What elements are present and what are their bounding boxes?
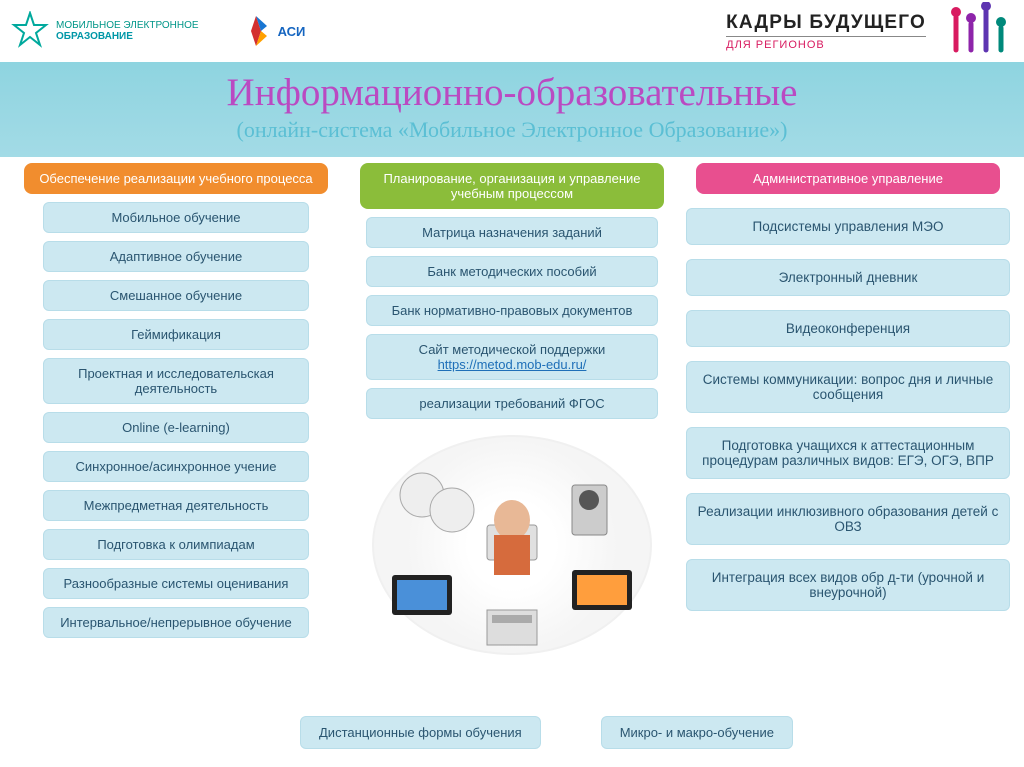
column-3: Административное управление Подсистемы у… bbox=[686, 163, 1010, 663]
main-title: Информационно-образовательные bbox=[20, 70, 1004, 115]
logo-text: МОБИЛЬНОЕ ЭЛЕКТРОННОЕ ОБРАЗОВАНИЕ bbox=[56, 20, 199, 42]
asi-label: АСИ bbox=[278, 24, 306, 39]
header-bar: МОБИЛЬНОЕ ЭЛЕКТРОННОЕ ОБРАЗОВАНИЕ АСИ КА… bbox=[0, 0, 1024, 62]
col3-item: Подготовка учащихся к аттестационным про… bbox=[686, 427, 1010, 479]
col3-item: Электронный дневник bbox=[686, 259, 1010, 296]
col3-item: Системы коммуникации: вопрос дня и личны… bbox=[686, 361, 1010, 413]
col1-item: Синхронное/асинхронное учение bbox=[43, 451, 309, 482]
bottom-item-1: Дистанционные формы обучения bbox=[300, 716, 541, 749]
col3-item: Видеоконференция bbox=[686, 310, 1010, 347]
logo-asi: АСИ bbox=[239, 14, 306, 48]
col2-item: Матрица назначения заданий bbox=[366, 217, 658, 248]
kadry-block: КАДРЫ БУДУЩЕГО ДЛЯ РЕГИОНОВ bbox=[726, 12, 926, 51]
people-icon bbox=[946, 2, 1016, 57]
col1-item: Подготовка к олимпиадам bbox=[43, 529, 309, 560]
asi-icon bbox=[239, 14, 273, 48]
col3-item: Подсистемы управления МЭО bbox=[686, 208, 1010, 245]
logo-meo: МОБИЛЬНОЕ ЭЛЕКТРОННОЕ ОБРАЗОВАНИЕ bbox=[10, 11, 199, 51]
column-2: Планирование, организация и управление у… bbox=[350, 163, 674, 663]
kadry-main: КАДРЫ БУДУЩЕГО bbox=[726, 12, 926, 34]
logo-line2: ОБРАЗОВАНИЕ bbox=[56, 31, 199, 42]
col2-item: Банк нормативно-правовых документов bbox=[366, 295, 658, 326]
col3-item: Реализации инклюзивного образования дете… bbox=[686, 493, 1010, 545]
star-icon bbox=[10, 11, 50, 51]
col1-item: Разнообразные системы оценивания bbox=[43, 568, 309, 599]
center-illustration bbox=[372, 435, 652, 655]
bottom-row: Дистанционные формы обучения Микро- и ма… bbox=[300, 716, 793, 749]
columns-container: Обеспечение реализации учебного процесса… bbox=[0, 157, 1024, 663]
col1-header: Обеспечение реализации учебного процесса bbox=[24, 163, 329, 194]
col3-header: Административное управление bbox=[696, 163, 1001, 194]
col1-item: Мобильное обучение bbox=[43, 202, 309, 233]
col1-item: Адаптивное обучение bbox=[43, 241, 309, 272]
col1-item: Online (e-learning) bbox=[43, 412, 309, 443]
column-1: Обеспечение реализации учебного процесса… bbox=[14, 163, 338, 663]
col1-item: Проектная и исследовательская деятельнос… bbox=[43, 358, 309, 404]
col1-item: Смешанное обучение bbox=[43, 280, 309, 311]
col2-header: Планирование, организация и управление у… bbox=[360, 163, 665, 209]
col1-item: Межпредметная деятельность bbox=[43, 490, 309, 521]
col1-item: Геймификация bbox=[43, 319, 309, 350]
link-text: Сайт методической поддержки bbox=[419, 342, 606, 357]
sub-title: (онлайн-система «Мобильное Электронное О… bbox=[20, 117, 1004, 143]
col2-item: реализации требований ФГОС bbox=[366, 388, 658, 419]
col2-link-item: Сайт методической поддержки https://meto… bbox=[366, 334, 658, 380]
support-link[interactable]: https://metod.mob-edu.ru/ bbox=[376, 357, 648, 372]
col1-item: Интервальное/непрерывное обучение bbox=[43, 607, 309, 638]
bottom-item-2: Микро- и макро-обучение bbox=[601, 716, 793, 749]
col3-item: Интеграция всех видов обр д-ти (урочной … bbox=[686, 559, 1010, 611]
title-band: Информационно-образовательные (онлайн-си… bbox=[0, 62, 1024, 157]
logo-line1: МОБИЛЬНОЕ ЭЛЕКТРОННОЕ bbox=[56, 20, 199, 31]
kadry-sub: ДЛЯ РЕГИОНОВ bbox=[726, 36, 926, 51]
col2-item: Банк методических пособий bbox=[366, 256, 658, 287]
